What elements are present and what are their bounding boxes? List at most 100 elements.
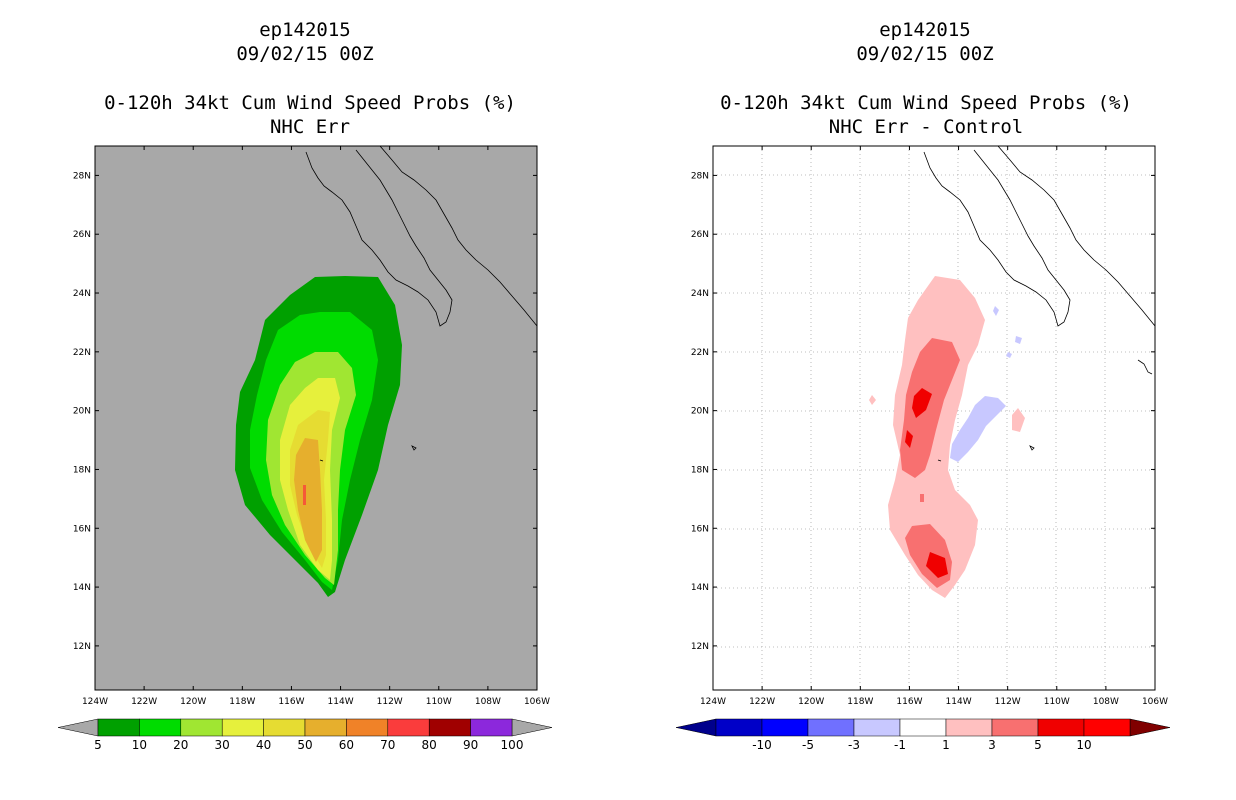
right-cbar-swatch (761, 718, 809, 737)
right-axes: 124W 122W 120W 118W 116W 114W 112W 110W 108W 106W… (691, 146, 1168, 707)
left-xtick-label: 122W (131, 697, 157, 707)
left-ytick-label: 22N (73, 348, 91, 358)
left-map (94, 145, 538, 691)
left-datetime: 09/02/15 00Z (236, 43, 374, 65)
left-title-block: ep142015 09/02/15 00Z (100, 18, 510, 66)
right-xtick-label: 106W (1142, 697, 1168, 707)
contour-pos5c (926, 552, 948, 578)
right-cbar-swatch (853, 718, 901, 737)
right-xtick-label: 108W (1093, 697, 1119, 707)
contour-pos1b (1012, 408, 1025, 432)
right-cbar-swatch (945, 718, 993, 737)
contour-neg1d (1006, 352, 1012, 358)
contour-neg1b (993, 306, 999, 316)
right-product-block: 0-120h 34kt Cum Wind Speed Probs (%) NHC… (676, 91, 1176, 139)
left-ytick-label: 24N (73, 289, 91, 299)
left-cbar-swatch (263, 718, 306, 737)
left-cbar-label: 30 (215, 738, 230, 752)
left-cbar-label: 90 (463, 738, 478, 752)
left-cbar-swatch (387, 718, 430, 737)
contour-pos5 (912, 388, 932, 418)
right-cbar-swatch (1083, 718, 1131, 737)
right-cbar-label: 10 (1076, 738, 1091, 752)
left-cbar-label: 60 (339, 738, 354, 752)
left-cbar-over-arrow (511, 718, 553, 737)
left-cbar-swatch (346, 718, 389, 737)
right-ytick-label: 24N (691, 289, 709, 299)
right-coastline (923, 146, 1155, 462)
left-xtick-label: 110W (426, 697, 452, 707)
left-xtick-label: 108W (475, 697, 501, 707)
contour-neg1 (950, 396, 1006, 462)
right-xtick-label: 112W (995, 697, 1021, 707)
left-ytick-label: 26N (73, 230, 91, 240)
left-ytick-label: 20N (73, 407, 91, 417)
right-xtick-label: 118W (847, 697, 873, 707)
right-cbar-swatch (991, 718, 1039, 737)
left-subtitle: NHC Err (269, 116, 351, 138)
contour-pos3 (900, 338, 960, 478)
right-cbar-label: 1 (942, 738, 950, 752)
right-colorbar: -10 -5 -3 -1 1 3 5 10 (675, 718, 1171, 752)
right-map-frame (712, 145, 1156, 691)
left-storm-id: ep142015 (259, 19, 351, 41)
right-cbar-label: 5 (1034, 738, 1042, 752)
left-cbar-label: 70 (380, 738, 395, 752)
right-xtick-label: 122W (749, 697, 775, 707)
contour-pos1c (869, 395, 876, 405)
right-title-block: ep142015 09/02/15 00Z (720, 18, 1130, 66)
left-cbar-label: 20 (173, 738, 188, 752)
left-map-frame (94, 145, 538, 691)
right-map (712, 145, 1156, 691)
left-product-title: 0-120h 34kt Cum Wind Speed Probs (%) (104, 92, 516, 114)
right-xtick-label: 124W (700, 697, 726, 707)
right-cbar-under-arrow (675, 718, 717, 737)
left-ytick-label: 14N (73, 583, 91, 593)
left-xtick-label: 106W (524, 697, 550, 707)
contour-pos3c (920, 494, 924, 502)
right-subtitle: NHC Err - Control (828, 116, 1024, 138)
left-cbar-swatch (97, 718, 140, 737)
right-ytick-label: 20N (691, 407, 709, 417)
right-ytick-label: 16N (691, 524, 709, 534)
left-product-block: 0-120h 34kt Cum Wind Speed Probs (%) NHC… (60, 91, 560, 139)
right-storm-id: ep142015 (879, 19, 971, 41)
left-cbar-under-arrow (57, 718, 99, 737)
contour-70 (303, 485, 306, 505)
right-cbar-over-arrow (1129, 718, 1171, 737)
left-cbar-swatch (470, 718, 513, 737)
right-cbar-label: -10 (752, 738, 772, 752)
right-datetime: 09/02/15 00Z (856, 43, 994, 65)
left-xtick-label: 114W (328, 697, 354, 707)
contour-pos5b (905, 430, 913, 448)
left-cbar-label: 5 (94, 738, 102, 752)
right-product-title: 0-120h 34kt Cum Wind Speed Probs (%) (720, 92, 1132, 114)
left-ytick-label: 12N (73, 642, 91, 652)
right-difference-contours (869, 276, 1025, 598)
left-ytick-label: 28N (73, 171, 91, 181)
right-ytick-label: 14N (691, 583, 709, 593)
left-cbar-label: 10 (132, 738, 147, 752)
left-cbar-label: 80 (422, 738, 437, 752)
contour-neg1c (1015, 336, 1022, 344)
contour-pos1 (888, 276, 985, 598)
left-coastline (305, 146, 537, 462)
left-probability-contours (235, 276, 402, 597)
left-cbar-swatch (304, 718, 347, 737)
left-ytick-label: 18N (73, 465, 91, 475)
left-axes: 124W 122W 120W 118W 116W 114W 112W 110W 108W 106W… (73, 146, 550, 707)
right-cbar-label: -1 (894, 738, 906, 752)
right-ytick-label: 28N (691, 171, 709, 181)
left-cbar-swatch (428, 718, 471, 737)
right-xtick-label: 116W (896, 697, 922, 707)
right-cbar-label: -5 (802, 738, 814, 752)
right-xtick-label: 120W (798, 697, 824, 707)
left-xtick-label: 112W (377, 697, 403, 707)
right-ytick-label: 12N (691, 642, 709, 652)
right-ytick-label: 22N (691, 348, 709, 358)
left-xtick-label: 124W (82, 697, 108, 707)
left-xtick-label: 116W (278, 697, 304, 707)
left-cbar-label: 50 (297, 738, 312, 752)
left-cbar-swatch (180, 718, 223, 737)
